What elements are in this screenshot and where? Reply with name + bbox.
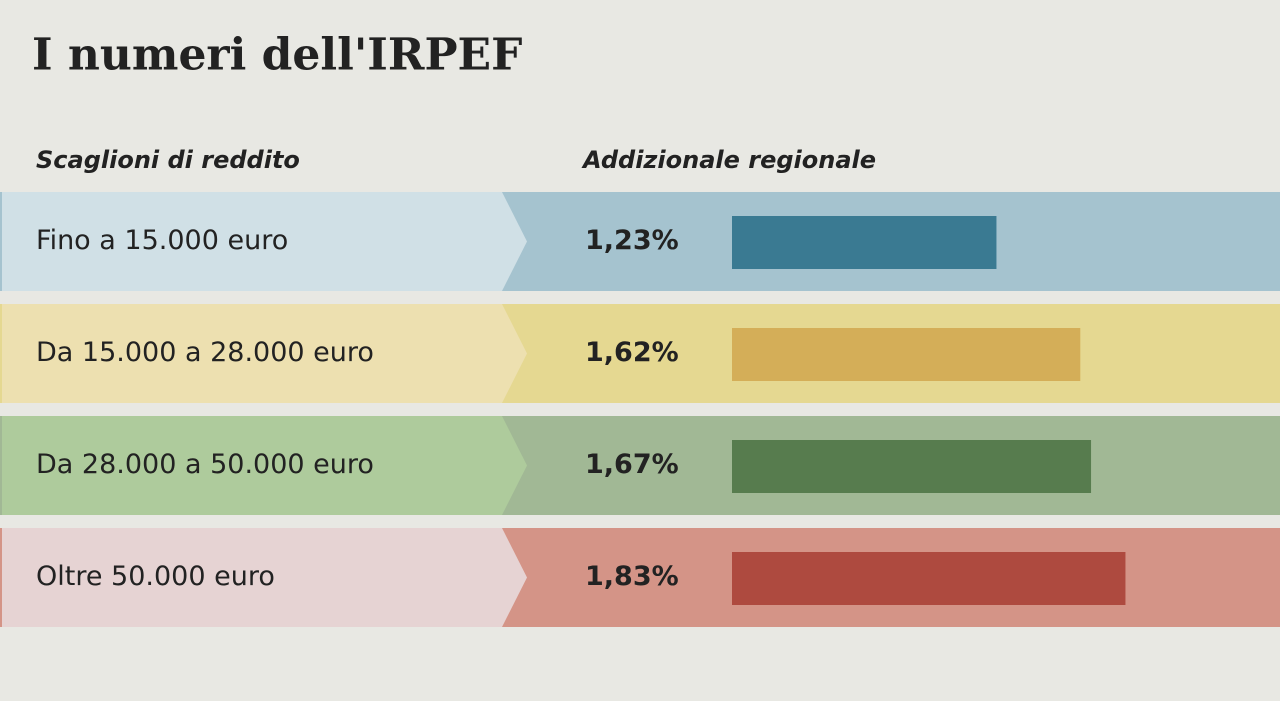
bar bbox=[732, 216, 997, 269]
row-label-band bbox=[2, 528, 527, 627]
bar bbox=[732, 328, 1081, 381]
bar bbox=[732, 552, 1126, 605]
category-label: Fino a 15.000 euro bbox=[36, 225, 288, 256]
value-label: 1,67% bbox=[585, 449, 679, 480]
category-label: Da 15.000 a 28.000 euro bbox=[36, 337, 374, 368]
value-label: 1,23% bbox=[585, 225, 679, 256]
row-label-band bbox=[2, 416, 527, 515]
column-header: Addizionale regionale bbox=[581, 146, 876, 174]
value-label: 1,83% bbox=[585, 561, 679, 592]
bar bbox=[732, 440, 1092, 493]
value-label: 1,62% bbox=[585, 337, 679, 368]
category-label: Oltre 50.000 euro bbox=[36, 561, 275, 592]
row-label-band bbox=[2, 192, 527, 291]
column-header: Scaglioni di reddito bbox=[36, 146, 300, 174]
chart-title: I numeri dell'IRPEF bbox=[32, 30, 522, 81]
category-label: Da 28.000 a 50.000 euro bbox=[36, 449, 374, 480]
row-label-band bbox=[2, 304, 527, 403]
